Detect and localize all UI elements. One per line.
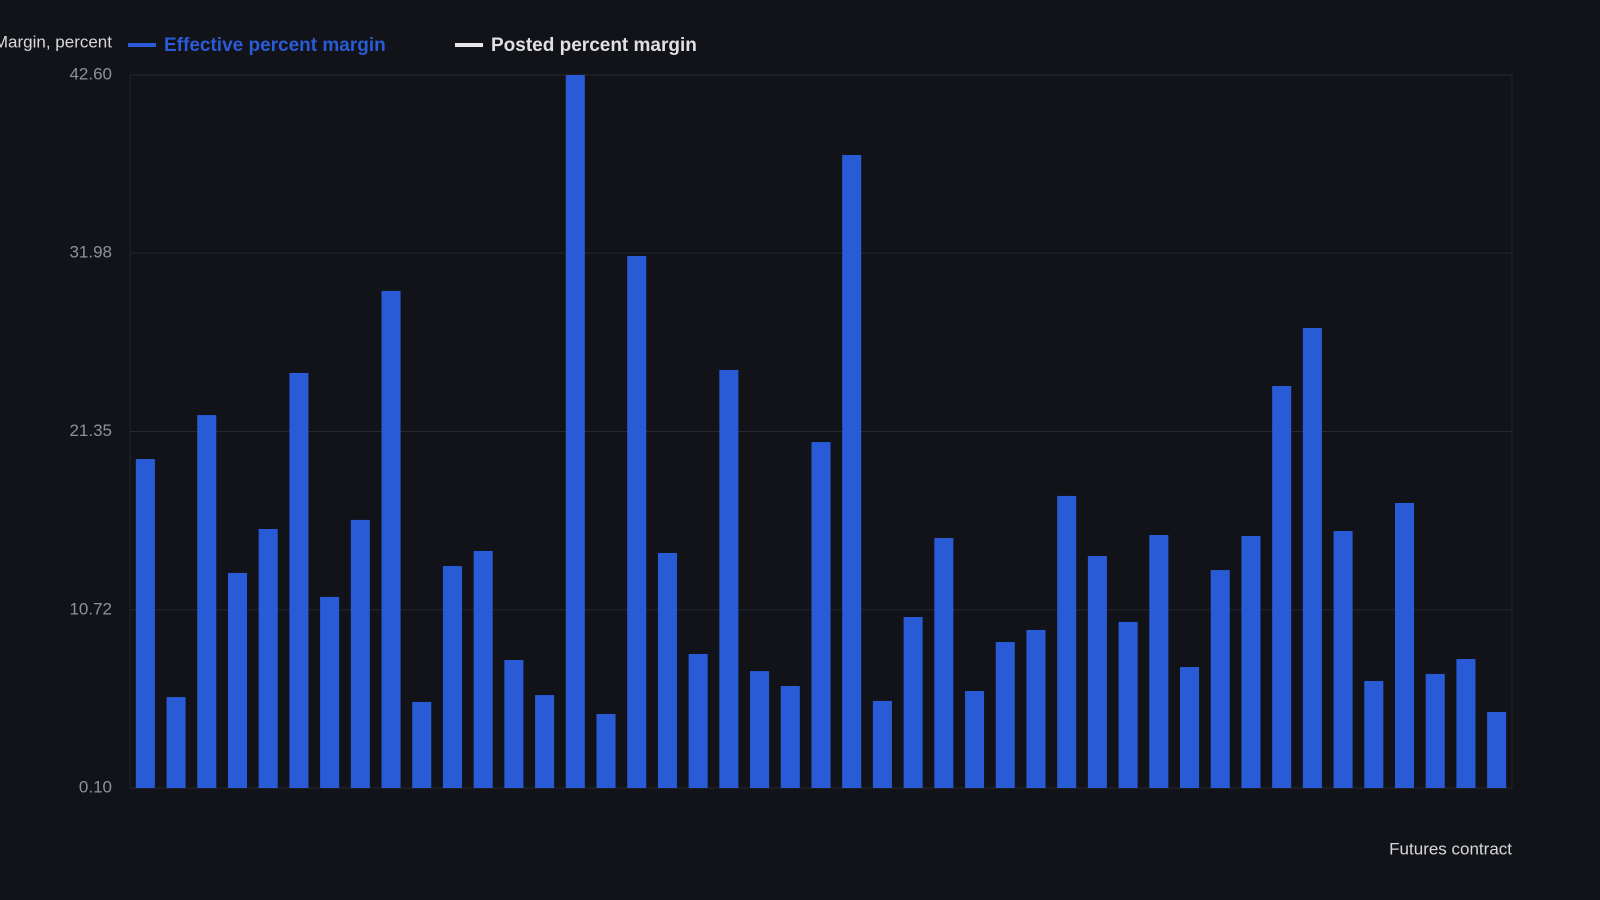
bar — [227, 572, 248, 788]
bar — [1087, 555, 1107, 788]
bar — [1241, 536, 1261, 788]
bar — [258, 528, 278, 788]
y-tick-label: 31.98 — [69, 243, 112, 262]
bar — [872, 700, 892, 788]
bar — [473, 550, 493, 788]
bar — [1180, 667, 1200, 788]
bar — [1394, 502, 1415, 788]
bar — [135, 459, 155, 788]
legend-label: Posted percent margin — [491, 35, 697, 56]
bar — [197, 415, 217, 788]
y-tick-label: 0.10 — [79, 777, 112, 796]
bar — [1272, 386, 1292, 788]
bar — [688, 653, 708, 788]
bar — [350, 519, 370, 788]
y-tick-label: 21.35 — [69, 421, 112, 440]
bar — [1425, 673, 1445, 788]
legend-label: Effective percent margin — [164, 35, 386, 56]
bar — [166, 697, 186, 788]
bar — [1210, 570, 1230, 788]
bar — [1057, 495, 1077, 788]
bar — [934, 538, 954, 788]
bar — [1149, 535, 1169, 788]
y-tick-label: 10.72 — [69, 599, 112, 618]
bar — [903, 617, 923, 788]
bar — [1118, 621, 1138, 788]
bar — [719, 369, 739, 788]
bar — [1026, 629, 1046, 788]
bar — [442, 566, 462, 788]
bar — [1364, 680, 1384, 788]
bar — [565, 75, 585, 788]
bar — [504, 659, 524, 788]
bar — [1456, 658, 1476, 788]
bar — [965, 691, 985, 788]
bar — [1487, 712, 1507, 788]
bar — [320, 596, 340, 788]
bar — [1302, 327, 1322, 788]
bar — [657, 552, 677, 788]
bar — [995, 642, 1015, 788]
bar — [750, 671, 770, 788]
bar — [596, 714, 616, 788]
bar — [1333, 530, 1353, 788]
x-axis-title: Futures contract — [1389, 839, 1512, 858]
bar — [289, 372, 309, 788]
bar — [780, 685, 800, 788]
bar — [412, 701, 432, 788]
y-axis-title: Margin, percent — [0, 32, 112, 51]
bar — [811, 442, 831, 788]
bar — [535, 695, 555, 788]
y-tick-label: 42.60 — [69, 64, 112, 83]
bar — [627, 256, 647, 788]
bar — [381, 290, 401, 788]
bar — [842, 155, 862, 789]
